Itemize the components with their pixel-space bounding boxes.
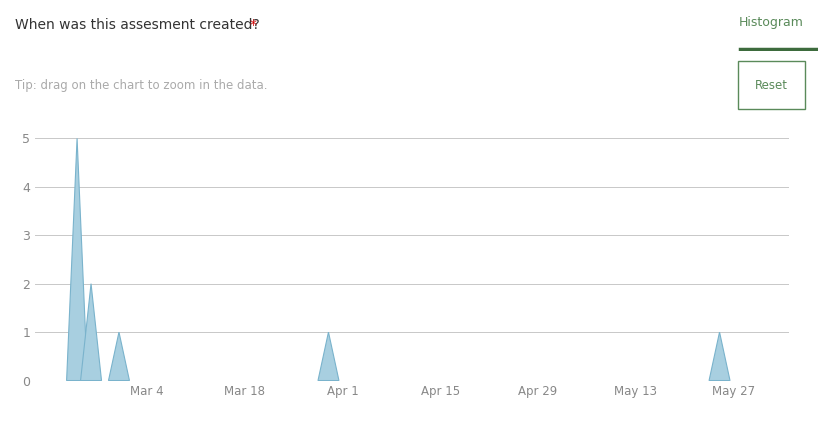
Polygon shape <box>66 138 88 381</box>
Polygon shape <box>109 332 129 381</box>
Text: Tip: drag on the chart to zoom in the data.: Tip: drag on the chart to zoom in the da… <box>15 79 267 92</box>
Polygon shape <box>709 332 730 381</box>
Polygon shape <box>80 284 101 381</box>
FancyBboxPatch shape <box>738 61 805 109</box>
Text: Reset: Reset <box>755 79 788 92</box>
Text: When was this assesment created?: When was this assesment created? <box>15 18 259 32</box>
Polygon shape <box>318 332 339 381</box>
Text: Histogram: Histogram <box>739 16 803 29</box>
Text: *: * <box>249 18 257 32</box>
